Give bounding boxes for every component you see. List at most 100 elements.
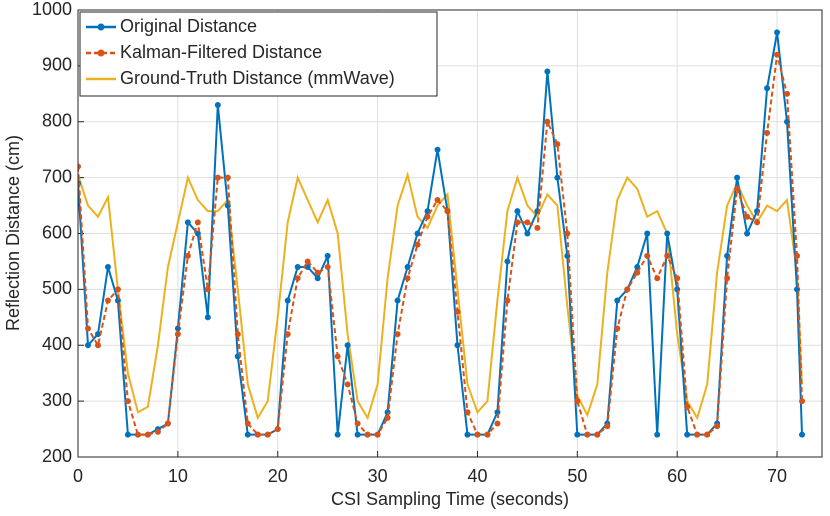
point xyxy=(78,163,81,170)
point xyxy=(644,230,651,237)
x-tick-label: 20 xyxy=(268,466,288,486)
point xyxy=(324,252,331,259)
point xyxy=(404,264,411,271)
point xyxy=(394,297,401,304)
x-tick-label: 10 xyxy=(168,466,188,486)
point xyxy=(244,431,251,438)
point xyxy=(374,431,381,438)
y-tick-label: 300 xyxy=(42,390,72,410)
plot xyxy=(78,29,806,438)
point xyxy=(134,431,141,438)
point xyxy=(124,431,131,438)
point xyxy=(434,196,441,203)
point xyxy=(674,286,681,293)
y-tick-label: 400 xyxy=(42,334,72,354)
point xyxy=(574,398,581,405)
point xyxy=(744,213,751,220)
point xyxy=(244,420,251,427)
series-line xyxy=(78,32,803,436)
point xyxy=(334,353,341,360)
y-tick-label: 900 xyxy=(42,55,72,75)
point xyxy=(514,219,521,226)
point xyxy=(264,431,271,438)
point xyxy=(564,230,571,237)
point xyxy=(799,431,806,438)
legend-label: Ground-Truth Distance (mmWave) xyxy=(120,68,395,88)
point xyxy=(294,275,301,282)
point xyxy=(184,252,191,259)
point xyxy=(644,252,651,259)
y-tick-label: 200 xyxy=(42,446,72,466)
point xyxy=(514,208,521,215)
x-tick-label: 50 xyxy=(567,466,587,486)
point xyxy=(794,252,801,259)
point xyxy=(334,431,341,438)
point xyxy=(534,224,541,231)
point xyxy=(484,431,491,438)
point xyxy=(414,230,421,237)
point xyxy=(594,431,601,438)
point xyxy=(664,230,671,237)
point xyxy=(799,398,806,405)
point xyxy=(364,431,371,438)
point xyxy=(204,286,211,293)
point xyxy=(104,264,111,271)
point xyxy=(194,219,201,226)
point xyxy=(284,331,291,338)
point xyxy=(94,331,101,338)
y-tick-label: 1000 xyxy=(32,0,72,19)
legend-label: Kalman-Filtered Distance xyxy=(120,42,322,62)
point xyxy=(764,129,771,136)
point xyxy=(304,258,311,265)
y-axis-label: Reflection Distance (cm) xyxy=(3,135,23,331)
point xyxy=(774,51,781,58)
point xyxy=(154,428,161,435)
point xyxy=(624,286,631,293)
point xyxy=(714,423,721,430)
point xyxy=(574,431,581,438)
point xyxy=(544,118,551,125)
point xyxy=(614,325,621,332)
x-tick-label: 40 xyxy=(467,466,487,486)
point xyxy=(124,398,131,405)
point xyxy=(504,258,511,265)
point xyxy=(614,297,621,304)
point xyxy=(504,297,511,304)
point xyxy=(734,185,741,192)
point xyxy=(544,68,551,75)
point xyxy=(524,230,531,237)
x-axis-label: CSI Sampling Time (seconds) xyxy=(331,489,569,509)
point xyxy=(344,342,351,349)
point xyxy=(254,431,261,438)
point xyxy=(174,331,181,338)
point xyxy=(724,275,731,282)
point xyxy=(464,409,471,416)
point xyxy=(284,297,291,304)
point xyxy=(104,297,111,304)
point xyxy=(684,431,691,438)
point xyxy=(344,381,351,388)
point xyxy=(634,269,641,276)
point xyxy=(664,252,671,259)
point xyxy=(94,342,101,349)
point xyxy=(654,431,661,438)
point xyxy=(184,219,191,226)
point xyxy=(214,101,221,108)
point xyxy=(784,90,791,97)
point xyxy=(754,219,761,226)
point xyxy=(414,241,421,248)
x-tick-label: 30 xyxy=(368,466,388,486)
point xyxy=(424,213,431,220)
point xyxy=(84,325,91,332)
point xyxy=(314,275,321,282)
point xyxy=(294,264,301,271)
y-tick-label: 500 xyxy=(42,278,72,298)
legend-marker xyxy=(97,49,105,57)
point xyxy=(454,308,461,315)
point xyxy=(314,269,321,276)
point xyxy=(584,431,591,438)
point xyxy=(474,431,481,438)
axes-box xyxy=(77,9,823,458)
point xyxy=(704,431,711,438)
